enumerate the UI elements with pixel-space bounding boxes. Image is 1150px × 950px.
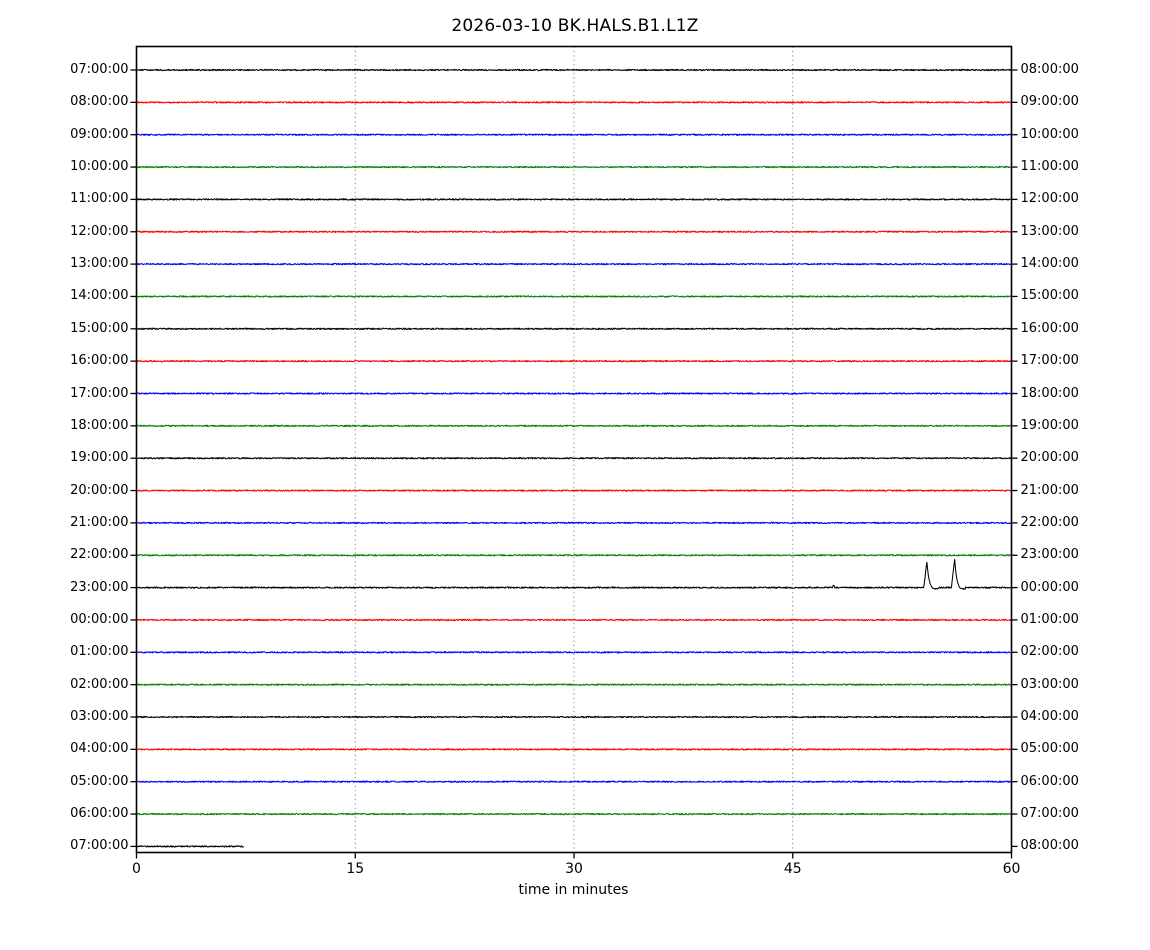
y-tick-label-left: 03:00:00 (70, 709, 129, 724)
y-tick-label-right: 13:00:00 (1020, 223, 1079, 239)
y-tick-label-right: 01:00:00 (1020, 611, 1079, 627)
axis-ticks (130, 69, 1018, 859)
x-tick-label: 15 (346, 861, 365, 877)
y-tick-label-right: 19:00:00 (1020, 417, 1079, 433)
y-tick-label-right: 06:00:00 (1020, 773, 1079, 789)
y-tick-label-right: 07:00:00 (1020, 806, 1079, 822)
y-tick-label-right: 15:00:00 (1020, 288, 1079, 304)
plot-frame (135, 45, 1013, 854)
y-tick-label-left: 02:00:00 (70, 676, 129, 692)
y-tick-label-left: 09:00:00 (70, 126, 129, 142)
y-tick-label-left: 06:00:00 (70, 806, 129, 822)
y-tick-label-left: 11:00:00 (70, 191, 129, 207)
y-tick-label-left: 07:00:00 (70, 838, 129, 854)
y-tick-label-left: 05:00:00 (70, 773, 129, 789)
x-tick-label: 30 (565, 861, 583, 877)
x-tick-label: 45 (783, 861, 802, 877)
y-tick-label-left: 21:00:00 (70, 514, 129, 530)
y-tick-label-right: 20:00:00 (1020, 450, 1079, 466)
y-tick-label-right: 02:00:00 (1020, 644, 1079, 660)
y-tick-label-left: 18:00:00 (70, 417, 129, 433)
y-tick-label-right: 08:00:00 (1020, 62, 1079, 77)
y-tick-label-right: 11:00:00 (1020, 159, 1079, 175)
y-tick-label-left: 23:00:00 (70, 579, 129, 595)
y-tick-label-right: 12:00:00 (1020, 191, 1079, 207)
y-tick-label-left: 14:00:00 (70, 288, 129, 304)
y-tick-label-left: 16:00:00 (70, 353, 129, 369)
y-tick-label-left: 12:00:00 (70, 223, 129, 239)
y-tick-label-right: 08:00:00 (1020, 838, 1079, 854)
y-tick-label-right: 05:00:00 (1020, 741, 1079, 757)
y-tick-label-right: 10:00:00 (1020, 126, 1079, 142)
y-tick-label-right: 17:00:00 (1020, 353, 1079, 369)
x-tick-label: 0 (132, 861, 141, 877)
y-tick-label-right: 03:00:00 (1020, 676, 1079, 692)
page-title: 2026-03-10 BK.HALS.B1.L1Z (451, 16, 699, 36)
y-tick-label-left: 20:00:00 (70, 482, 129, 498)
x-axis-label: time in minutes (518, 882, 629, 898)
y-tick-label-right: 14:00:00 (1020, 256, 1079, 272)
y-tick-label-left: 10:00:00 (70, 159, 129, 175)
y-tick-label-right: 23:00:00 (1020, 547, 1079, 563)
y-tick-label-left: 22:00:00 (70, 547, 129, 563)
y-tick-label-right: 00:00:00 (1020, 579, 1079, 595)
y-tick-label-right: 04:00:00 (1020, 709, 1079, 724)
y-tick-label-left: 15:00:00 (70, 320, 129, 336)
y-tick-label-left: 19:00:00 (70, 450, 129, 466)
y-tick-label-left: 17:00:00 (70, 385, 129, 401)
y-tick-label-left: 13:00:00 (70, 256, 129, 272)
y-tick-label-right: 22:00:00 (1020, 514, 1079, 530)
y-tick-label-right: 09:00:00 (1020, 94, 1079, 110)
y-tick-label-left: 07:00:00 (70, 62, 129, 77)
y-tick-label-left: 08:00:00 (70, 94, 129, 110)
trace-lines (135, 68, 1013, 848)
y-tick-label-right: 16:00:00 (1020, 320, 1079, 336)
y-tick-label-right: 21:00:00 (1020, 482, 1079, 498)
y-tick-label-right: 18:00:00 (1020, 385, 1079, 401)
y-tick-label-left: 01:00:00 (70, 644, 129, 660)
y-tick-label-left: 04:00:00 (70, 741, 129, 757)
y-tick-label-left: 00:00:00 (70, 611, 129, 627)
x-tick-label: 60 (1002, 861, 1021, 877)
